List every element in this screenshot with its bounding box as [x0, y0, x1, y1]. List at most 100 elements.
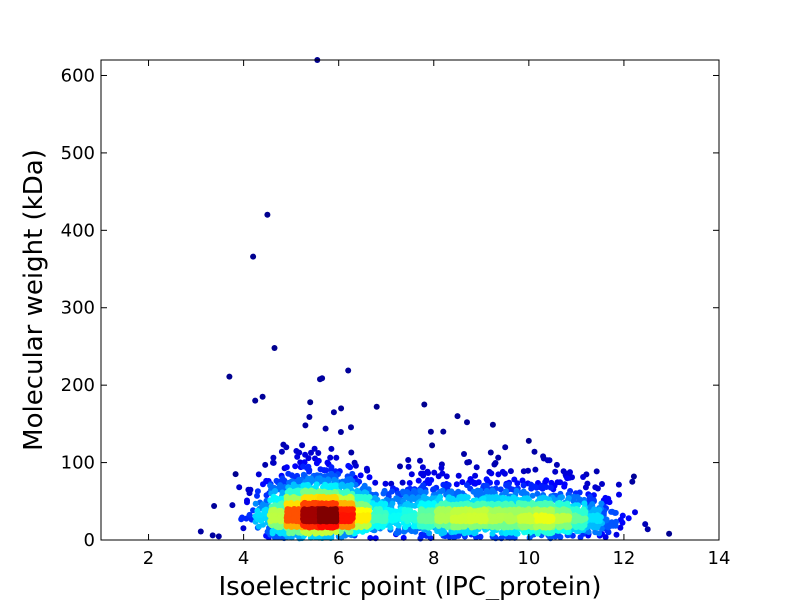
data-point — [525, 467, 531, 474]
data-point — [395, 522, 402, 529]
data-point — [427, 428, 434, 435]
data-point — [333, 454, 340, 461]
data-point — [520, 482, 527, 489]
data-point — [547, 484, 554, 491]
data-point — [473, 501, 480, 508]
data-point — [302, 422, 309, 429]
data-point — [269, 507, 276, 514]
data-point — [250, 253, 257, 260]
data-point — [472, 472, 479, 479]
data-point — [599, 481, 605, 487]
data-point — [215, 533, 222, 540]
data-point — [632, 509, 638, 516]
data-point — [425, 470, 432, 476]
data-point — [557, 534, 564, 540]
data-point — [534, 490, 541, 497]
data-point — [271, 516, 278, 523]
data-point — [461, 451, 467, 457]
data-point — [525, 437, 532, 444]
data-point — [666, 530, 673, 537]
data-point — [507, 513, 514, 520]
data-point — [400, 534, 407, 541]
data-point — [348, 424, 354, 431]
data-point — [420, 493, 427, 500]
data-point — [389, 488, 395, 495]
data-point — [418, 470, 425, 477]
data-point — [483, 487, 490, 494]
data-point — [450, 523, 457, 530]
data-point — [605, 529, 612, 536]
data-point — [440, 428, 447, 435]
data-point — [273, 477, 280, 484]
data-point — [543, 484, 550, 490]
data-point — [209, 532, 216, 539]
data-point — [437, 488, 444, 495]
data-point — [302, 510, 309, 517]
data-point — [596, 506, 603, 513]
data-point — [582, 484, 589, 491]
data-point — [593, 468, 600, 475]
data-point — [503, 482, 510, 489]
data-point — [429, 442, 436, 449]
data-point — [408, 502, 415, 509]
data-point — [572, 518, 579, 525]
data-point — [540, 453, 547, 460]
data-point — [477, 533, 484, 540]
data-point — [286, 479, 293, 486]
data-point — [226, 373, 233, 380]
data-point — [252, 500, 259, 507]
data-point — [438, 465, 445, 471]
data-point — [616, 491, 622, 498]
data-point — [372, 479, 379, 486]
data-point — [548, 479, 555, 486]
data-point — [338, 518, 345, 525]
data-point — [564, 515, 571, 521]
data-point — [405, 463, 412, 470]
data-point — [400, 515, 407, 522]
data-point — [514, 530, 521, 537]
data-point — [546, 457, 553, 464]
data-point — [615, 481, 622, 488]
data-point — [348, 449, 355, 456]
data-point — [397, 463, 403, 470]
data-point — [422, 489, 429, 496]
data-point — [328, 470, 335, 477]
data-point — [580, 506, 587, 513]
data-point — [240, 525, 247, 532]
data-point — [263, 492, 270, 499]
data-point — [380, 490, 387, 497]
data-point — [453, 508, 460, 515]
data-point — [327, 454, 334, 461]
data-point — [259, 393, 266, 400]
data-point — [319, 375, 326, 382]
data-point — [347, 516, 354, 523]
data-point — [462, 493, 468, 500]
data-point — [443, 473, 450, 480]
data-point — [405, 457, 412, 463]
data-point — [284, 507, 291, 514]
data-point — [520, 488, 527, 495]
data-point — [564, 475, 571, 482]
data-point — [512, 523, 519, 529]
data-point — [461, 523, 468, 530]
data-point — [508, 500, 515, 507]
data-point — [564, 529, 571, 536]
data-point — [473, 464, 480, 471]
data-point — [525, 529, 532, 536]
data-point — [283, 500, 290, 507]
data-point — [508, 529, 515, 536]
data-point — [254, 488, 261, 495]
data-point — [564, 500, 571, 507]
data-point — [272, 488, 278, 495]
data-point — [630, 473, 637, 480]
data-point — [554, 507, 561, 514]
data-point — [464, 419, 470, 426]
data-point — [250, 507, 256, 514]
data-point — [517, 516, 524, 523]
data-point — [254, 507, 261, 514]
data-point — [361, 489, 368, 496]
data-point — [507, 468, 514, 475]
data-point — [435, 473, 442, 480]
data-point — [271, 345, 278, 351]
